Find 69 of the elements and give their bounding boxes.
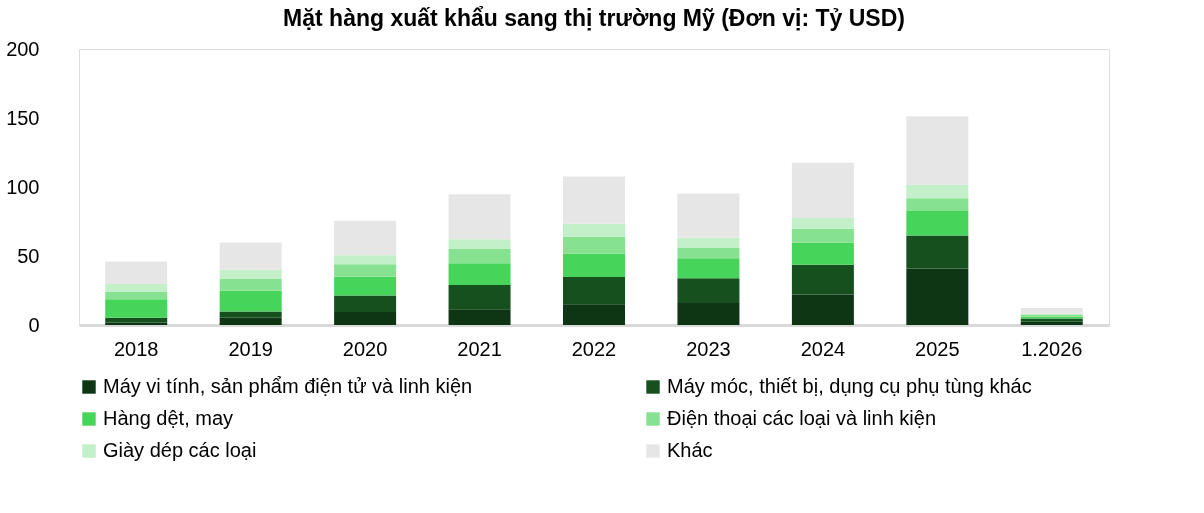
bar bbox=[105, 261, 168, 284]
bar bbox=[105, 291, 168, 300]
bar bbox=[219, 317, 282, 325]
bar bbox=[791, 242, 854, 265]
y-tick-label: 50 bbox=[17, 244, 40, 267]
bar bbox=[105, 283, 168, 292]
y-tick-label: 0 bbox=[28, 313, 40, 336]
x-tick-label: 2024 bbox=[800, 337, 846, 360]
bar bbox=[334, 255, 397, 265]
bar bbox=[448, 263, 511, 285]
bar bbox=[334, 276, 397, 296]
bar bbox=[906, 185, 969, 199]
bar bbox=[791, 217, 854, 229]
bar bbox=[791, 162, 854, 218]
bar bbox=[334, 311, 397, 325]
bar bbox=[677, 278, 740, 303]
y-tick-label: 150 bbox=[6, 106, 40, 129]
legend-label: Máy vi tính, sản phẩm điện tử và linh kiện bbox=[103, 375, 473, 397]
bar bbox=[448, 239, 511, 250]
bar bbox=[906, 211, 969, 236]
legend-label: Điện thoại các loại và linh kiện bbox=[667, 407, 937, 429]
bar bbox=[563, 276, 625, 305]
chart-title: Mặt hàng xuất khẩu sang thị trường Mỹ (Đơn vị: Tỷ USD) bbox=[283, 5, 905, 31]
bar bbox=[448, 249, 511, 264]
bar bbox=[219, 311, 282, 318]
bar bbox=[219, 279, 282, 291]
bar bbox=[791, 294, 854, 325]
bar bbox=[677, 258, 740, 279]
legend-label: Giày dép các loại bbox=[103, 439, 257, 461]
bar bbox=[105, 299, 168, 318]
x-tick-label: 2018 bbox=[113, 337, 159, 360]
bar bbox=[219, 269, 282, 280]
bar bbox=[563, 236, 625, 254]
y-tick-label: 100 bbox=[6, 175, 40, 198]
bar bbox=[219, 290, 282, 312]
x-tick-label: 1.2026 bbox=[1021, 337, 1083, 360]
bar bbox=[677, 193, 740, 238]
bar bbox=[791, 228, 854, 243]
x-tick-label: 2023 bbox=[686, 337, 731, 360]
bar bbox=[448, 284, 511, 310]
legend-label: Máy móc, thiết bị, dụng cụ phụ tùng khác bbox=[667, 375, 1032, 397]
bar bbox=[906, 198, 969, 212]
x-tick-label: 2019 bbox=[228, 337, 273, 360]
bar bbox=[563, 253, 625, 277]
bar bbox=[219, 242, 282, 270]
bar bbox=[334, 220, 397, 256]
bar bbox=[906, 268, 969, 325]
x-tick-label: 2020 bbox=[342, 337, 388, 360]
y-tick-label: 200 bbox=[6, 37, 40, 60]
x-tick-label: 2025 bbox=[915, 337, 960, 360]
bar bbox=[677, 302, 740, 325]
bar bbox=[791, 264, 854, 295]
x-tick-label: 2021 bbox=[457, 337, 502, 360]
bar bbox=[105, 322, 168, 325]
x-tick-label: 2022 bbox=[571, 337, 617, 360]
bar bbox=[677, 237, 740, 248]
bar bbox=[563, 223, 625, 237]
legend-label: Hàng dệt, may bbox=[103, 407, 234, 429]
bar bbox=[334, 264, 397, 277]
bar bbox=[563, 176, 625, 224]
legend-label: Khác bbox=[667, 439, 713, 461]
bar bbox=[1020, 307, 1083, 315]
bar bbox=[563, 304, 625, 325]
bar bbox=[677, 247, 740, 259]
bar bbox=[448, 309, 511, 325]
bar bbox=[448, 194, 511, 240]
bar bbox=[906, 235, 969, 269]
bar bbox=[906, 116, 969, 186]
bar bbox=[334, 295, 397, 312]
